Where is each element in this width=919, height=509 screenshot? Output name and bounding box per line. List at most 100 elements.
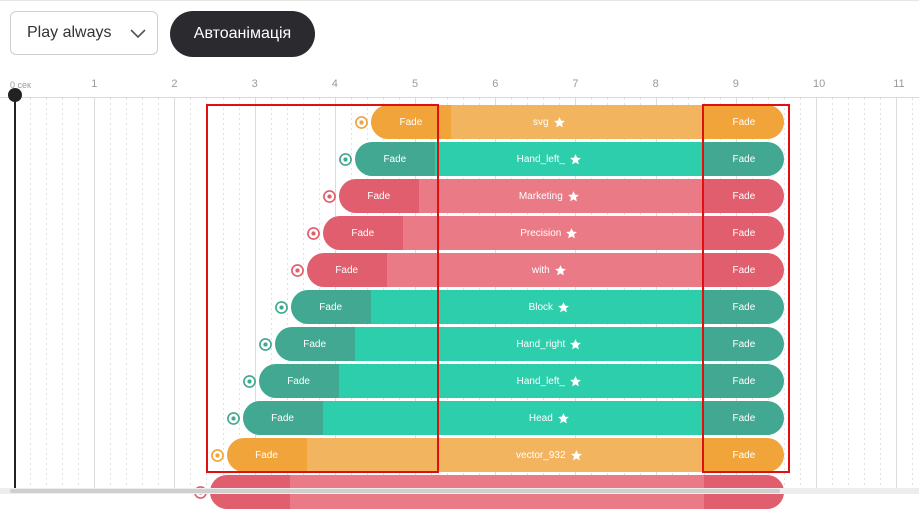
ruler-tick-label: 9 [732,78,739,90]
track-name-label: with [499,253,599,287]
eye-icon[interactable] [338,153,352,166]
ruler-tick-label: 5 [412,78,419,90]
animation-track[interactable]: Fade Fade Head [242,401,784,435]
fade-out-segment[interactable]: Fade [703,142,784,176]
star-icon[interactable] [569,153,582,166]
track-name-label: Hand_left_ [499,364,599,398]
grid-line-minor [142,98,144,494]
eye-icon[interactable] [290,264,304,277]
eye-icon[interactable] [242,375,256,388]
ruler-tick-label: 3 [251,78,258,90]
ruler-tick-label: 4 [331,78,338,90]
eye-icon[interactable] [306,227,320,240]
fade-in-segment[interactable]: Fade [258,364,339,398]
star-icon[interactable] [569,375,582,388]
star-icon[interactable] [554,264,567,277]
eye-icon[interactable] [274,301,288,314]
track-name: Precision [520,227,562,239]
fade-in-segment[interactable]: Fade [274,327,355,361]
chevron-down-icon [130,29,146,39]
play-mode-select[interactable]: Play always [10,11,158,55]
eye-icon[interactable] [354,116,368,129]
animation-track[interactable]: Fade Fade Precision [322,216,784,250]
grid-line-minor [799,98,801,494]
track-name: with [531,264,550,276]
auto-animation-button[interactable]: Автоанімація [170,11,315,57]
eye-icon[interactable] [322,190,336,203]
track-name-label: vector_932 [499,438,599,472]
animation-track[interactable]: Fade Fade Hand_left_ [258,364,784,398]
grid-line-major [816,98,817,494]
ruler-tick-label: 7 [572,78,579,90]
eye-icon[interactable] [210,449,224,462]
track-name: svg [533,116,549,128]
grid-line-minor [190,98,192,494]
ruler-tick-label: 0 сек [10,80,31,90]
grid-line-minor [238,98,240,494]
track-name-label: Marketing [499,179,599,213]
fade-out-segment[interactable]: Fade [703,401,784,435]
animation-track[interactable]: Fade Fade Hand_right [274,327,784,361]
ruler-tick-label: 11 [893,78,905,90]
fade-out-segment[interactable]: Fade [703,290,784,324]
scrollbar-thumb[interactable] [10,489,780,493]
track-name-label: Precision [499,216,599,250]
eye-icon[interactable] [226,412,240,425]
grid-line-minor [158,98,160,494]
grid-line-minor [30,98,32,494]
fade-out-segment[interactable]: Fade [703,438,784,472]
grid-line-minor [912,98,914,494]
ruler-tick-label: 1 [91,78,98,90]
star-icon[interactable] [570,449,583,462]
fade-in-segment[interactable]: Fade [226,438,307,472]
track-name: Marketing [518,190,563,202]
playhead-line[interactable] [14,97,16,494]
window-top-border [0,0,919,1]
animation-track[interactable]: Fade Fade with [306,253,784,287]
horizontal-scrollbar[interactable] [0,488,919,494]
fade-in-segment[interactable]: Fade [242,401,323,435]
track-name: Hand_right [516,338,566,350]
star-icon[interactable] [557,301,570,314]
fade-out-segment[interactable]: Fade [703,327,784,361]
fade-out-segment[interactable]: Fade [703,105,784,139]
fade-in-segment[interactable]: Fade [306,253,387,287]
fade-in-segment[interactable]: Fade [338,179,419,213]
track-name-label: Head [499,401,599,435]
eye-icon[interactable] [258,338,272,351]
grid-line-minor [848,98,850,494]
playhead-knob[interactable] [8,88,22,102]
star-icon[interactable] [567,190,580,203]
ruler-tick-label: 10 [813,78,826,90]
track-name: Hand_left_ [516,375,565,387]
star-icon[interactable] [553,116,566,129]
track-name: vector_932 [516,449,566,461]
grid-line-minor [286,98,288,494]
ruler-baseline [0,97,919,98]
track-name-label: Hand_right [499,327,599,361]
animation-track[interactable]: Fade Fade Hand_left_ [354,142,784,176]
grid-line-major [896,98,898,494]
star-icon[interactable] [565,227,578,240]
track-name-label: svg [499,105,599,139]
toolbar: Play always Автоанімація [0,1,919,67]
track-name: Head [528,412,553,424]
fade-in-segment[interactable]: Fade [354,142,435,176]
star-icon[interactable] [569,338,582,351]
fade-in-segment[interactable]: Fade [322,216,403,250]
grid-line-minor [783,98,785,494]
ruler-tick-label: 6 [492,78,499,90]
fade-in-segment[interactable]: Fade [290,290,371,324]
animation-track[interactable]: Fade Fade vector_932 [226,438,784,472]
grid-line-minor [270,98,272,494]
fade-out-segment[interactable]: Fade [703,253,784,287]
ruler-tick-label: 2 [171,78,178,90]
fade-out-segment[interactable]: Fade [703,216,784,250]
fade-out-segment[interactable]: Fade [703,179,784,213]
animation-track[interactable]: Fade Fade Marketing [338,179,784,213]
grid-line-minor [864,98,866,494]
star-icon[interactable] [557,412,570,425]
fade-out-segment[interactable]: Fade [703,364,784,398]
grid-line-major [174,98,176,494]
animation-track[interactable]: Fade Fade Block [290,290,784,324]
